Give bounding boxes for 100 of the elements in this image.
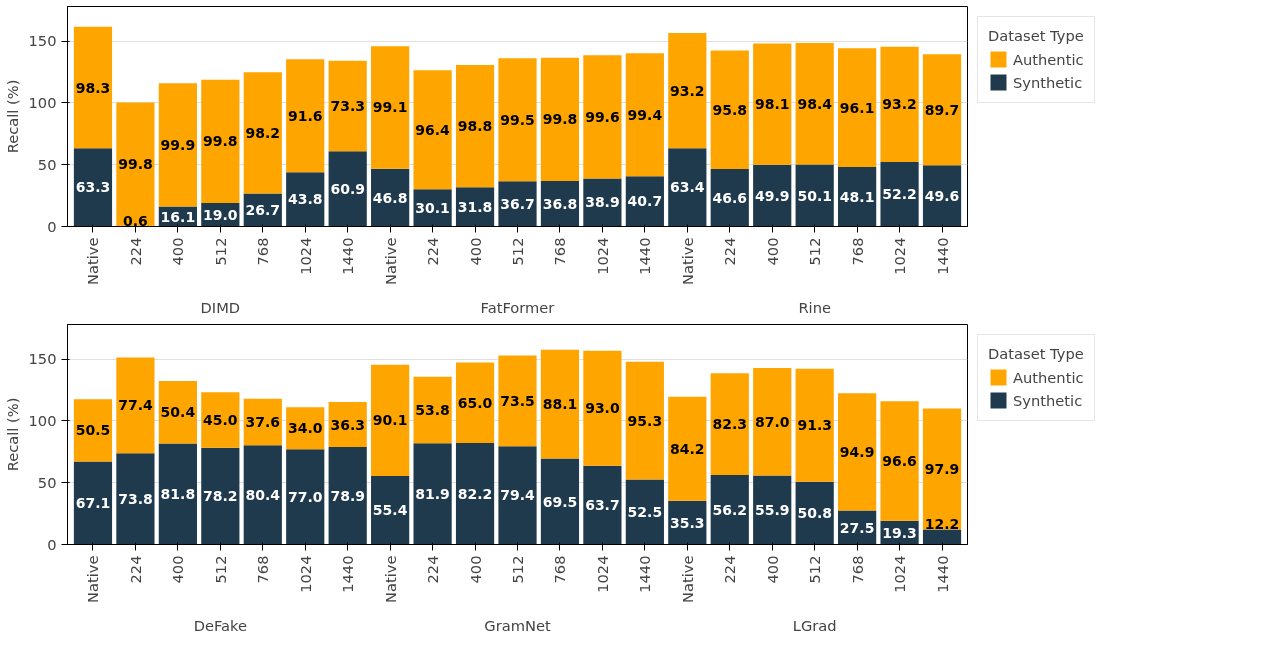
data-label: 63.7 bbox=[585, 497, 620, 514]
legend-title: Dataset Type bbox=[988, 27, 1084, 44]
x-tick-label: 1024 bbox=[296, 237, 314, 275]
data-label: 98.8 bbox=[457, 118, 493, 135]
y-axis-title: Recall (%) bbox=[3, 79, 21, 154]
legend-title: Dataset Type bbox=[988, 345, 1084, 362]
x-tick-label: 400 bbox=[763, 237, 781, 266]
data-label: 27.5 bbox=[839, 519, 875, 536]
y-tick-label: 50 bbox=[37, 473, 57, 491]
data-label: 16.1 bbox=[160, 208, 196, 225]
data-label: 46.8 bbox=[372, 189, 408, 206]
x-tick-label: 512 bbox=[509, 237, 526, 266]
data-label: 50.1 bbox=[797, 187, 832, 204]
x-tick-label: 768 bbox=[551, 237, 569, 266]
x-tick-label: 1024 bbox=[891, 237, 909, 275]
data-label: 67.1 bbox=[75, 495, 111, 512]
x-tick-label: 768 bbox=[254, 555, 272, 584]
data-label: 99.5 bbox=[500, 111, 535, 128]
data-label: 82.3 bbox=[712, 416, 748, 433]
x-tick-label: 768 bbox=[254, 237, 272, 266]
data-label: 60.9 bbox=[330, 180, 365, 197]
data-label: 52.2 bbox=[882, 186, 917, 203]
data-label: 78.2 bbox=[203, 488, 238, 505]
text: LGrad bbox=[792, 616, 837, 634]
data-label: 69.5 bbox=[542, 493, 578, 510]
data-label: 99.9 bbox=[160, 136, 196, 153]
text: GramNet bbox=[484, 616, 551, 634]
data-label: 96.1 bbox=[839, 99, 875, 116]
data-label: 95.3 bbox=[627, 412, 663, 429]
data-label: 36.8 bbox=[542, 195, 578, 212]
data-label: 98.3 bbox=[75, 79, 111, 96]
data-label: 65.0 bbox=[457, 394, 493, 411]
data-label: 99.8 bbox=[118, 156, 153, 173]
x-tick-label: 400 bbox=[169, 555, 187, 584]
data-label: 99.8 bbox=[203, 133, 238, 150]
data-label: 77.0 bbox=[287, 488, 323, 505]
y-axis-title: Recall (%) bbox=[3, 397, 21, 472]
data-label: 89.7 bbox=[924, 101, 960, 118]
data-label: 50.5 bbox=[75, 422, 111, 439]
x-tick-label: 768 bbox=[848, 555, 866, 584]
data-label: 94.9 bbox=[839, 443, 875, 460]
x-tick-label: 1440 bbox=[933, 237, 951, 275]
x-tick-label: 400 bbox=[466, 555, 484, 584]
x-tick-label: 512 bbox=[211, 237, 229, 266]
data-label: 98.4 bbox=[797, 95, 833, 112]
data-label: 63.3 bbox=[75, 179, 111, 196]
x-tick-label: 224 bbox=[721, 555, 739, 584]
data-label: 96.6 bbox=[882, 452, 917, 469]
x-tick-label: 1440 bbox=[636, 555, 654, 593]
data-label: 73.8 bbox=[118, 490, 153, 507]
data-label: 97.9 bbox=[924, 460, 960, 477]
text: Rine bbox=[798, 298, 831, 316]
data-label: 31.8 bbox=[457, 198, 493, 215]
data-label: 50.4 bbox=[160, 404, 196, 421]
data-label: 19.0 bbox=[203, 206, 238, 223]
data-label: 98.2 bbox=[245, 124, 281, 141]
y-tick-label: 0 bbox=[47, 217, 57, 235]
data-label: 99.6 bbox=[585, 108, 620, 125]
data-label: 96.4 bbox=[415, 121, 451, 138]
y-tick-label: 100 bbox=[28, 411, 57, 429]
y-tick-label: 0 bbox=[47, 535, 57, 553]
data-label: 88.1 bbox=[542, 396, 578, 413]
x-tick-label: 224 bbox=[126, 555, 144, 584]
x-tick-label: 1024 bbox=[891, 555, 909, 593]
x-tick-label: Native bbox=[678, 237, 696, 285]
text: DeFake bbox=[193, 616, 248, 634]
x-tick-label: 1440 bbox=[339, 237, 357, 275]
data-label: 93.0 bbox=[585, 400, 620, 417]
data-label: 55.4 bbox=[372, 502, 408, 519]
data-label: 30.1 bbox=[415, 199, 450, 216]
x-tick-label: 512 bbox=[509, 555, 526, 584]
x-tick-label: 400 bbox=[169, 237, 187, 266]
y-tick-label: 100 bbox=[28, 93, 57, 111]
data-label: 84.2 bbox=[670, 440, 705, 457]
x-tick-label: 1024 bbox=[593, 237, 611, 275]
x-tick-label: 224 bbox=[424, 237, 442, 266]
x-tick-label: 224 bbox=[424, 555, 442, 584]
x-tick-label: 224 bbox=[721, 237, 739, 266]
data-label: 98.1 bbox=[754, 96, 790, 113]
data-label: 93.2 bbox=[882, 96, 917, 113]
data-label: 91.3 bbox=[797, 417, 832, 434]
x-tick-label: 512 bbox=[211, 555, 229, 584]
data-label: 37.6 bbox=[245, 413, 281, 430]
data-label: 93.2 bbox=[670, 82, 705, 99]
y-tick-label: 150 bbox=[28, 350, 57, 368]
x-tick-label: 1024 bbox=[593, 555, 611, 593]
data-label: 43.8 bbox=[287, 191, 323, 208]
data-label: 46.6 bbox=[712, 189, 748, 206]
data-label: 50.8 bbox=[797, 505, 832, 522]
data-label: 0.6 bbox=[123, 212, 148, 229]
data-label: 90.1 bbox=[372, 412, 408, 429]
data-label: 56.2 bbox=[712, 501, 748, 518]
data-label: 87.0 bbox=[754, 413, 790, 430]
data-label: 53.8 bbox=[415, 402, 450, 419]
x-tick-label: 400 bbox=[763, 555, 781, 584]
data-label: 35.3 bbox=[670, 514, 705, 531]
x-tick-label: 768 bbox=[551, 555, 569, 584]
x-tick-label: 1440 bbox=[339, 555, 357, 593]
text: FatFormer bbox=[480, 298, 556, 316]
data-label: 82.2 bbox=[457, 485, 493, 502]
